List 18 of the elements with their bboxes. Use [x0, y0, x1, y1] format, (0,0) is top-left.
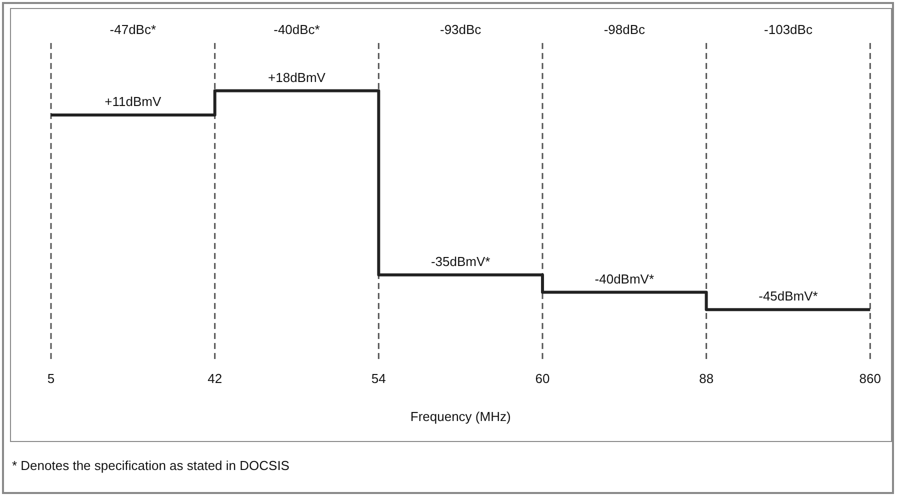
x-tick-label: 5 — [47, 371, 55, 386]
data-label: -45dBmV* — [758, 288, 818, 304]
x-tick-label: 54 — [371, 371, 386, 386]
data-label: +11dBmV — [104, 94, 162, 110]
text: -40dBc* — [274, 22, 320, 38]
x-tick-label: 60 — [535, 371, 550, 386]
text: -47dBc* — [110, 22, 156, 38]
x-tick-label: 42 — [208, 371, 222, 386]
data-label: -40dBmV* — [594, 271, 654, 286]
text: -93dBc — [440, 22, 482, 38]
x-axis-title: Frequency (MHz) — [410, 408, 511, 424]
x-tick-label: 860 — [859, 371, 882, 386]
x-tick-label: 88 — [699, 371, 714, 386]
data-label: +18dBmV — [268, 70, 326, 85]
text: -98dBc — [604, 22, 646, 38]
text: * Denotes the specification as stated in DOCSIS — [12, 458, 290, 473]
text: -103dBc — [764, 22, 813, 38]
data-label: -35dBmV* — [430, 254, 490, 269]
